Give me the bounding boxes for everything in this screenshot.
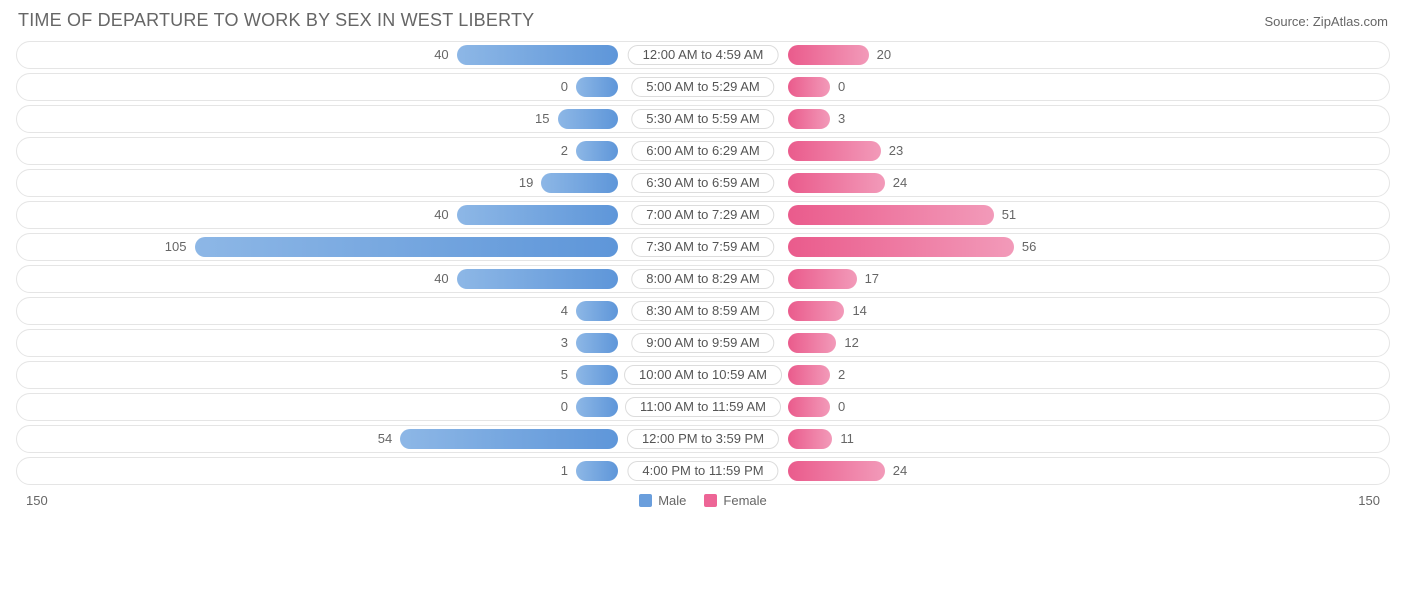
female-bar (788, 269, 857, 289)
female-swatch-icon (704, 494, 717, 507)
male-value: 2 (561, 138, 568, 164)
female-value: 11 (840, 426, 854, 452)
female-bar (788, 365, 830, 385)
male-value: 4 (561, 298, 568, 324)
legend-male-label: Male (658, 493, 686, 508)
chart-row: 3 12 9:00 AM to 9:59 AM (16, 329, 1390, 357)
female-value: 51 (1002, 202, 1016, 228)
category-label: 4:00 PM to 11:59 PM (627, 461, 778, 481)
chart-row: 2 23 6:00 AM to 6:29 AM (16, 137, 1390, 165)
chart-row: 19 24 6:30 AM to 6:59 AM (16, 169, 1390, 197)
male-bar (457, 205, 618, 225)
male-bar (576, 397, 618, 417)
category-label: 6:30 AM to 6:59 AM (631, 173, 774, 193)
chart-header: TIME OF DEPARTURE TO WORK BY SEX IN WEST… (10, 10, 1396, 39)
chart-row: 15 3 5:30 AM to 5:59 AM (16, 105, 1390, 133)
male-bar (457, 269, 618, 289)
male-bar (576, 77, 618, 97)
female-value: 2 (838, 362, 845, 388)
chart-row: 40 20 12:00 AM to 4:59 AM (16, 41, 1390, 69)
female-value: 0 (838, 74, 845, 100)
female-value: 20 (877, 42, 891, 68)
male-value: 5 (561, 362, 568, 388)
axis-left-max: 150 (26, 493, 48, 508)
male-value: 40 (434, 42, 448, 68)
male-bar (576, 333, 618, 353)
male-bar (400, 429, 618, 449)
male-value: 3 (561, 330, 568, 356)
category-label: 12:00 PM to 3:59 PM (627, 429, 779, 449)
female-value: 0 (838, 394, 845, 420)
female-bar (788, 141, 881, 161)
male-value: 1 (561, 458, 568, 484)
category-label: 6:00 AM to 6:29 AM (631, 141, 774, 161)
female-bar (788, 173, 885, 193)
male-value: 105 (165, 234, 187, 260)
male-value: 40 (434, 266, 448, 292)
chart-row: 40 17 8:00 AM to 8:29 AM (16, 265, 1390, 293)
female-value: 24 (893, 458, 907, 484)
chart-title: TIME OF DEPARTURE TO WORK BY SEX IN WEST… (18, 10, 534, 31)
male-bar (541, 173, 618, 193)
female-bar (788, 77, 830, 97)
legend-female-label: Female (723, 493, 766, 508)
female-bar (788, 45, 869, 65)
chart-row: 40 51 7:00 AM to 7:29 AM (16, 201, 1390, 229)
male-bar (576, 141, 618, 161)
axis-right-max: 150 (1358, 493, 1380, 508)
category-label: 9:00 AM to 9:59 AM (631, 333, 774, 353)
male-bar (558, 109, 619, 129)
male-bar (576, 461, 618, 481)
female-value: 17 (865, 266, 879, 292)
chart-source: Source: ZipAtlas.com (1264, 14, 1388, 29)
female-bar (788, 205, 994, 225)
female-bar (788, 109, 830, 129)
female-bar (788, 397, 830, 417)
female-bar (788, 461, 885, 481)
chart-row: 0 0 11:00 AM to 11:59 AM (16, 393, 1390, 421)
female-value: 56 (1022, 234, 1036, 260)
category-label: 5:30 AM to 5:59 AM (631, 109, 774, 129)
category-label: 12:00 AM to 4:59 AM (628, 45, 779, 65)
male-value: 19 (519, 170, 533, 196)
category-label: 8:30 AM to 8:59 AM (631, 301, 774, 321)
female-bar (788, 429, 832, 449)
female-value: 12 (844, 330, 858, 356)
category-label: 7:30 AM to 7:59 AM (631, 237, 774, 257)
male-value: 15 (535, 106, 549, 132)
female-value: 14 (852, 298, 866, 324)
chart-row: 0 0 5:00 AM to 5:29 AM (16, 73, 1390, 101)
female-bar (788, 301, 844, 321)
category-label: 5:00 AM to 5:29 AM (631, 77, 774, 97)
male-value: 0 (561, 74, 568, 100)
category-label: 8:00 AM to 8:29 AM (631, 269, 774, 289)
chart-row: 1 24 4:00 PM to 11:59 PM (16, 457, 1390, 485)
male-value: 54 (378, 426, 392, 452)
female-value: 23 (889, 138, 903, 164)
male-bar (576, 365, 618, 385)
legend-item-female: Female (704, 493, 766, 508)
female-bar (788, 333, 836, 353)
male-value: 0 (561, 394, 568, 420)
male-value: 40 (434, 202, 448, 228)
category-label: 7:00 AM to 7:29 AM (631, 205, 774, 225)
male-bar (576, 301, 618, 321)
female-value: 24 (893, 170, 907, 196)
chart-container: TIME OF DEPARTURE TO WORK BY SEX IN WEST… (0, 0, 1406, 514)
legend-item-male: Male (639, 493, 686, 508)
chart-row: 105 56 7:30 AM to 7:59 AM (16, 233, 1390, 261)
chart-row: 5 2 10:00 AM to 10:59 AM (16, 361, 1390, 389)
legend: Male Female (639, 493, 767, 508)
female-value: 3 (838, 106, 845, 132)
chart-row: 54 11 12:00 PM to 3:59 PM (16, 425, 1390, 453)
male-swatch-icon (639, 494, 652, 507)
male-bar (457, 45, 618, 65)
axis-row: 150 Male Female 150 (10, 489, 1396, 508)
chart-row: 4 14 8:30 AM to 8:59 AM (16, 297, 1390, 325)
chart-rows: 402012:00 AM to 4:59 AM005:00 AM to 5:29… (10, 39, 1396, 485)
male-bar (195, 237, 619, 257)
female-bar (788, 237, 1014, 257)
category-label: 11:00 AM to 11:59 AM (625, 397, 781, 417)
category-label: 10:00 AM to 10:59 AM (624, 365, 782, 385)
